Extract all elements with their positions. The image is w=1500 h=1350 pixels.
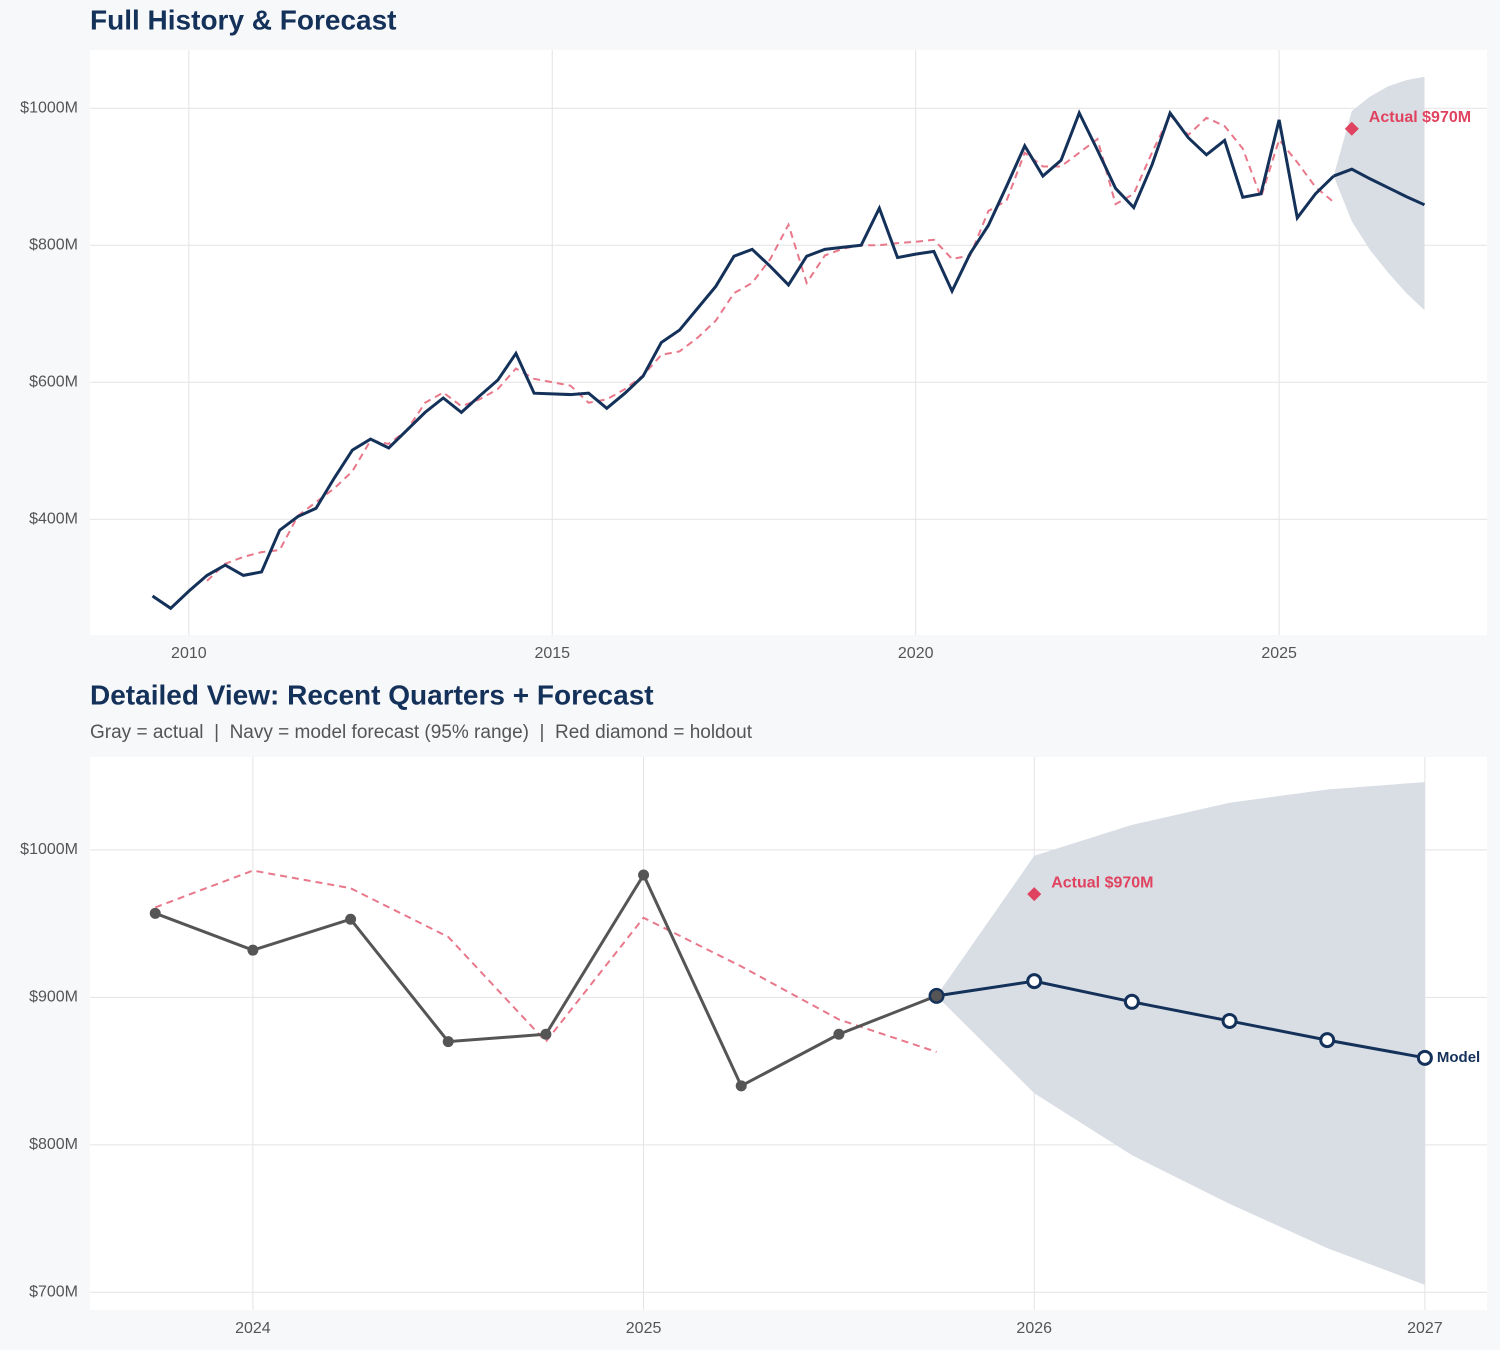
plot-area (90, 50, 1487, 635)
y-tick-label: $900M (29, 989, 78, 1006)
data-point (931, 990, 943, 1002)
data-point (1221, 1012, 1238, 1029)
x-tick-label: 2010 (171, 645, 207, 662)
x-tick-label: 2026 (1016, 1320, 1052, 1337)
forecast-band (1333, 76, 1425, 311)
data-point (149, 907, 161, 919)
y-tick-label: $400M (29, 510, 78, 527)
series-line (936, 979, 1426, 1060)
y-tick-label: $800M (29, 236, 78, 253)
data-point (1123, 993, 1140, 1010)
y-tick-label: $1000M (20, 841, 78, 858)
data-point (540, 1028, 552, 1040)
chart-title: Detailed View: Recent Quarters + Forecas… (90, 679, 654, 710)
series-line (151, 109, 1335, 611)
series-line (154, 869, 937, 1053)
data-point (1416, 1049, 1433, 1066)
series-line (1333, 167, 1426, 207)
data-point (1026, 973, 1043, 990)
data-point (638, 869, 650, 881)
data-point (735, 1080, 747, 1092)
x-tick-label: 2025 (626, 1320, 662, 1337)
x-tick-label: 2024 (235, 1320, 271, 1337)
chart-subtitle: Gray = actual | Navy = model forecast (9… (90, 722, 753, 743)
x-tick-label: 2015 (534, 645, 570, 662)
series-line (206, 113, 1335, 582)
data-point (442, 1036, 454, 1048)
x-tick-label: 2025 (1261, 645, 1297, 662)
end-label: Model (1437, 1049, 1480, 1066)
annotation-label: Actual $970M (1369, 109, 1471, 126)
y-tick-label: $800M (29, 1136, 78, 1153)
forecast-band (936, 782, 1425, 1285)
chart-title: Full History & Forecast (90, 4, 397, 35)
annotation-label: Actual $970M (1051, 874, 1153, 891)
x-tick-label: 2027 (1407, 1320, 1443, 1337)
data-point (833, 1028, 845, 1040)
x-tick-label: 2020 (898, 645, 934, 662)
data-point (345, 913, 357, 925)
y-tick-label: $700M (29, 1284, 78, 1301)
holdout-marker (1027, 887, 1042, 902)
data-point (247, 944, 259, 956)
data-point (1319, 1032, 1336, 1049)
y-tick-label: $600M (29, 373, 78, 390)
holdout-marker (1344, 121, 1359, 136)
y-tick-label: $1000M (20, 99, 78, 116)
